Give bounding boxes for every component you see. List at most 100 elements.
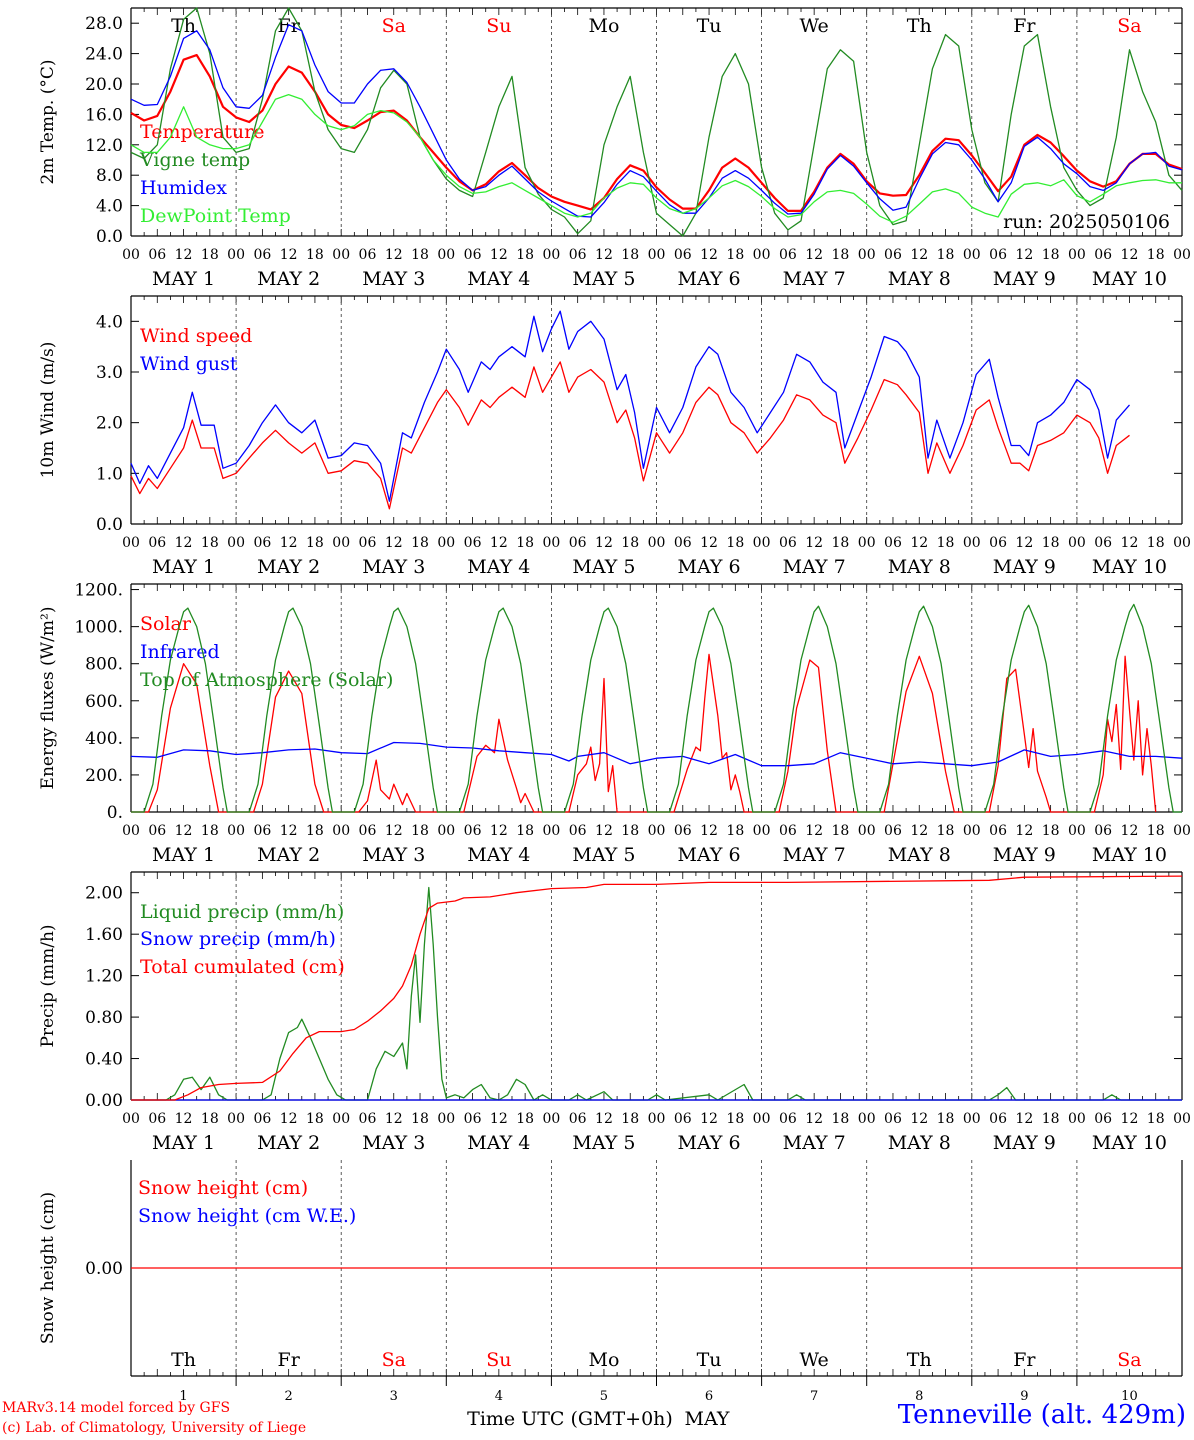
date-label: MAY 8 (888, 844, 951, 866)
weekday-label: Sa (382, 1349, 406, 1371)
y-tick-label: 0.00 (85, 1259, 123, 1279)
day-number: 3 (390, 1389, 398, 1404)
weekday-label: Tu (697, 1349, 722, 1371)
y-tick-label: 1000. (74, 618, 123, 638)
hour-label: 12 (595, 535, 613, 551)
day-number: 10 (1121, 1389, 1138, 1404)
y-tick-label: 0.00 (85, 1091, 123, 1111)
y-tick-label: 800. (85, 655, 123, 675)
series-line-3 (131, 603, 1182, 813)
hour-label: 06 (148, 247, 166, 263)
hour-label: 18 (832, 1111, 850, 1127)
hour-label: 18 (306, 247, 324, 263)
hour-label: 06 (1094, 247, 1112, 263)
hour-label: 00 (332, 1111, 350, 1127)
hour-label: 00 (122, 823, 140, 839)
hour-label: 12 (385, 1111, 403, 1127)
hour-label: 12 (1015, 1111, 1033, 1127)
hour-label: 00 (1068, 535, 1086, 551)
hour-label: 06 (253, 823, 271, 839)
chart-panel-1: 0.0 4.0 8.0 12.0 16.0 20.0 24.0 28.0 2m Temp. (°… (38, 7, 1191, 290)
legend-entry: Wind speed (140, 325, 252, 347)
series-line-1 (130, 54, 1183, 212)
weekday-label: Th (907, 1349, 932, 1371)
hour-label: 18 (621, 1111, 639, 1127)
hour-label: 18 (726, 823, 744, 839)
date-label: MAY 7 (783, 268, 846, 290)
date-label: MAY 1 (152, 268, 215, 290)
hour-label: 12 (490, 1111, 508, 1127)
hour-label: 00 (858, 247, 876, 263)
y-tick-label: 12.0 (85, 136, 123, 156)
hour-label: 00 (332, 823, 350, 839)
series-line-1 (130, 361, 1130, 510)
date-label: MAY 1 (152, 1132, 215, 1154)
hour-label: 18 (516, 247, 534, 263)
weekday-label: Mo (588, 1349, 619, 1371)
date-label: MAY 3 (362, 556, 425, 578)
hour-label: 00 (648, 823, 666, 839)
hour-label: 12 (1015, 247, 1033, 263)
hour-label: 12 (700, 1111, 718, 1127)
hour-label: 06 (989, 247, 1007, 263)
date-label: MAY 7 (783, 556, 846, 578)
legend-entry: Humidex (140, 177, 227, 199)
day-number: 9 (1020, 1389, 1028, 1404)
hour-label: 06 (569, 247, 587, 263)
hour-label: 06 (148, 1111, 166, 1127)
date-label: MAY 9 (993, 1132, 1056, 1154)
station-title: Tenneville (alt. 429m) (897, 1400, 1186, 1430)
hour-label: 06 (674, 823, 692, 839)
weekday-label: Mo (588, 15, 619, 37)
hour-label: 06 (1094, 535, 1112, 551)
hour-label: 18 (516, 823, 534, 839)
y-tick-label: 8.0 (96, 166, 123, 186)
hour-label: 18 (1042, 535, 1060, 551)
date-label: MAY 4 (467, 1132, 530, 1154)
run-label: run: 2025050106 (1003, 211, 1170, 233)
hour-label: 06 (989, 823, 1007, 839)
hour-label: 12 (910, 823, 928, 839)
date-label: MAY 10 (1092, 268, 1167, 290)
hour-label: 00 (1068, 1111, 1086, 1127)
date-label: MAY 9 (993, 556, 1056, 578)
date-label: MAY 5 (572, 268, 635, 290)
hour-label: 18 (1147, 535, 1165, 551)
bottom-day-axis: Th 1 Fr 2 Sa 3 Su 4 Mo 5 Tu 6 We 7 Th 8 Fr 9 Sa 10 Time UTC … (171, 1349, 1142, 1430)
date-label: MAY 7 (783, 1132, 846, 1154)
hour-label: 18 (516, 535, 534, 551)
hour-label: 06 (674, 1111, 692, 1127)
date-label: MAY 6 (678, 556, 741, 578)
hour-label: 00 (437, 535, 455, 551)
hour-label: 00 (1068, 247, 1086, 263)
hour-label: 18 (937, 247, 955, 263)
y-tick-label: 16.0 (85, 105, 123, 125)
hour-label: 06 (464, 247, 482, 263)
hour-label: 06 (359, 1111, 377, 1127)
hour-label: 12 (175, 247, 193, 263)
hour-label: 12 (1121, 535, 1139, 551)
y-tick-label: 0.80 (85, 1008, 123, 1028)
hour-label: 00 (858, 535, 876, 551)
date-label: MAY 9 (993, 844, 1056, 866)
y-tick-label: 20.0 (85, 75, 123, 95)
hour-label: 12 (700, 535, 718, 551)
hour-label: 18 (201, 823, 219, 839)
date-label: MAY 1 (152, 844, 215, 866)
y-axis-label: Snow height (cm) (38, 1192, 58, 1344)
weekday-label: Th (907, 15, 932, 37)
date-label: MAY 2 (257, 1132, 320, 1154)
hour-label: 06 (989, 535, 1007, 551)
hour-label: 00 (437, 1111, 455, 1127)
hour-label: 12 (385, 247, 403, 263)
hour-label: 06 (359, 823, 377, 839)
hour-label: 18 (306, 535, 324, 551)
hour-label: 18 (201, 535, 219, 551)
series-line-4 (130, 93, 1182, 223)
hour-label: 00 (542, 1111, 560, 1127)
hour-label: 18 (516, 1111, 534, 1127)
hour-label: 06 (674, 247, 692, 263)
day-number: 8 (915, 1389, 923, 1404)
hour-label: 00 (1068, 823, 1086, 839)
hour-label: 06 (779, 535, 797, 551)
